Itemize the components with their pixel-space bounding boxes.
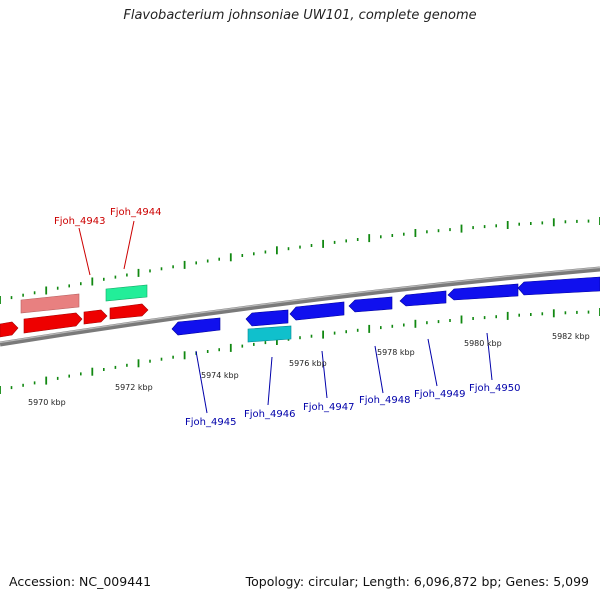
forward-gene-label[interactable]: Fjoh_4943	[54, 216, 105, 227]
reverse-gene[interactable]	[399, 290, 447, 307]
inner-tick-row	[0, 308, 600, 394]
kbp-scale-label: 5980 kbp	[464, 339, 502, 348]
forward-gene-label[interactable]: Fjoh_4944	[110, 207, 161, 218]
genome-backbone-highlight	[0, 266, 600, 344]
forward-gene[interactable]	[109, 303, 149, 320]
outer-tick-row	[0, 217, 600, 304]
reverse-gene-label[interactable]: Fjoh_4950	[469, 383, 520, 394]
reverse-strand-genes	[171, 276, 600, 343]
forward-rna-gene[interactable]	[105, 284, 148, 302]
reverse-gene[interactable]	[348, 296, 393, 313]
forward-gene[interactable]	[0, 321, 19, 338]
reverse-gene[interactable]	[171, 317, 221, 336]
kbp-scale-label: 5978 kbp	[377, 348, 415, 357]
reverse-rna-gene[interactable]	[247, 325, 292, 343]
reverse-gene[interactable]	[517, 276, 600, 296]
kbp-scale-label: 5976 kbp	[289, 359, 327, 368]
forward-pseudo-gene[interactable]	[20, 293, 80, 314]
forward-strand-genes	[0, 284, 149, 338]
reverse-gene[interactable]	[289, 301, 345, 321]
reverse-gene-label[interactable]: Fjoh_4947	[303, 402, 354, 413]
accession-text: Accession: NC_009441	[9, 574, 152, 589]
label-leaders	[78, 220, 493, 414]
reverse-gene-label[interactable]: Fjoh_4945	[185, 417, 236, 428]
reverse-gene[interactable]	[447, 283, 519, 301]
kbp-scale-label: 5974 kbp	[201, 371, 239, 380]
reverse-gene-label[interactable]: Fjoh_4948	[359, 395, 410, 406]
reverse-gene-label[interactable]: Fjoh_4949	[414, 389, 465, 400]
kbp-scale-label: 5970 kbp	[28, 398, 66, 407]
map-title: Flavobacterium johnsoniae UW101, complet…	[123, 8, 477, 23]
genome-backbone	[0, 266, 600, 347]
reverse-gene[interactable]	[245, 309, 289, 327]
reverse-gene-label[interactable]: Fjoh_4946	[244, 409, 295, 420]
kbp-scale-label: 5972 kbp	[115, 383, 153, 392]
kbp-scale-label: 5982 kbp	[552, 332, 590, 341]
topology-summary: Topology: circular; Length: 6,096,872 bp…	[245, 574, 589, 589]
forward-gene[interactable]	[83, 309, 108, 325]
forward-gene[interactable]	[23, 312, 83, 334]
